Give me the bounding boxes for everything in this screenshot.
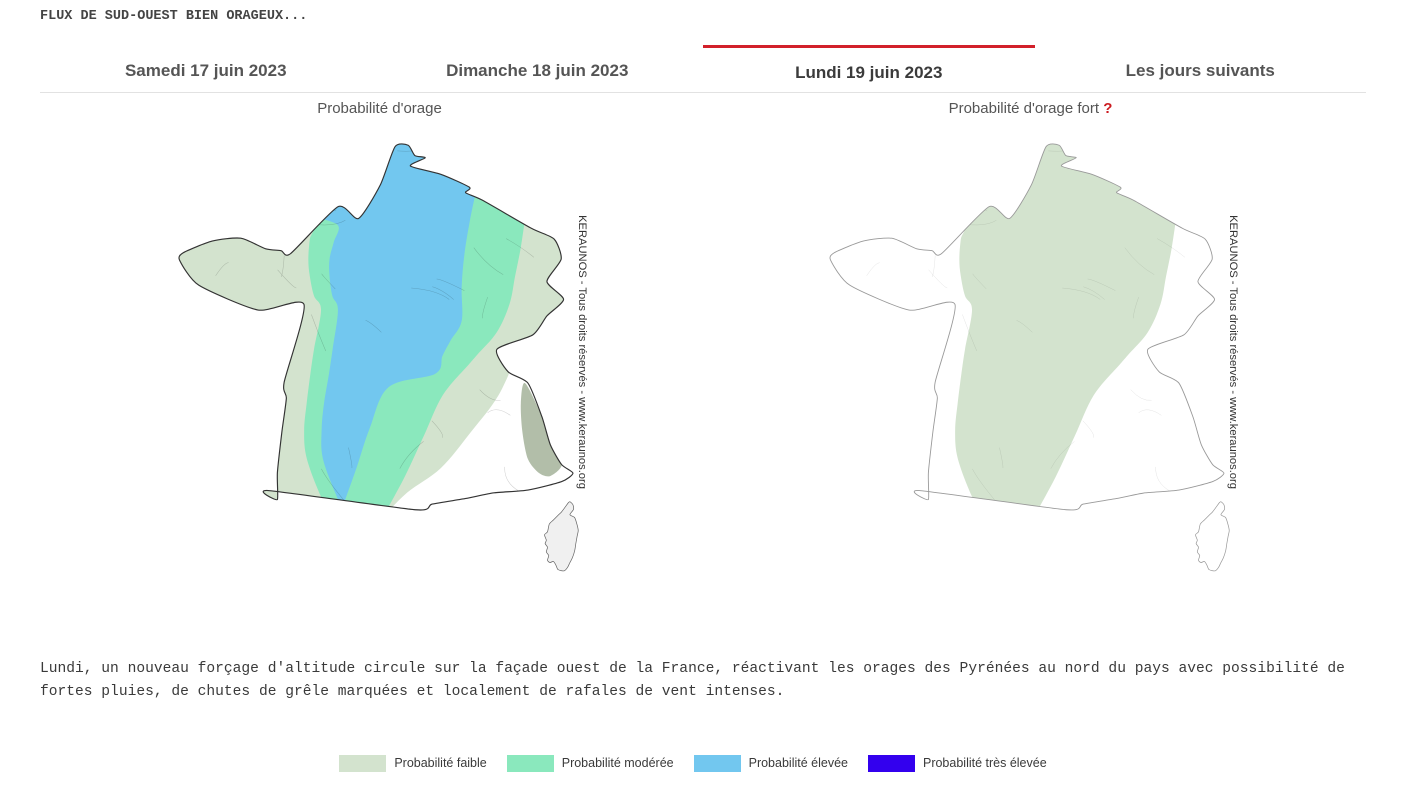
svg-text:KERAUNOS - Tous droits réservé: KERAUNOS - Tous droits réservés - www.ke… bbox=[576, 215, 588, 489]
svg-text:KERAUNOS - Tous droits réservé: KERAUNOS - Tous droits réservés - www.ke… bbox=[1227, 215, 1239, 489]
